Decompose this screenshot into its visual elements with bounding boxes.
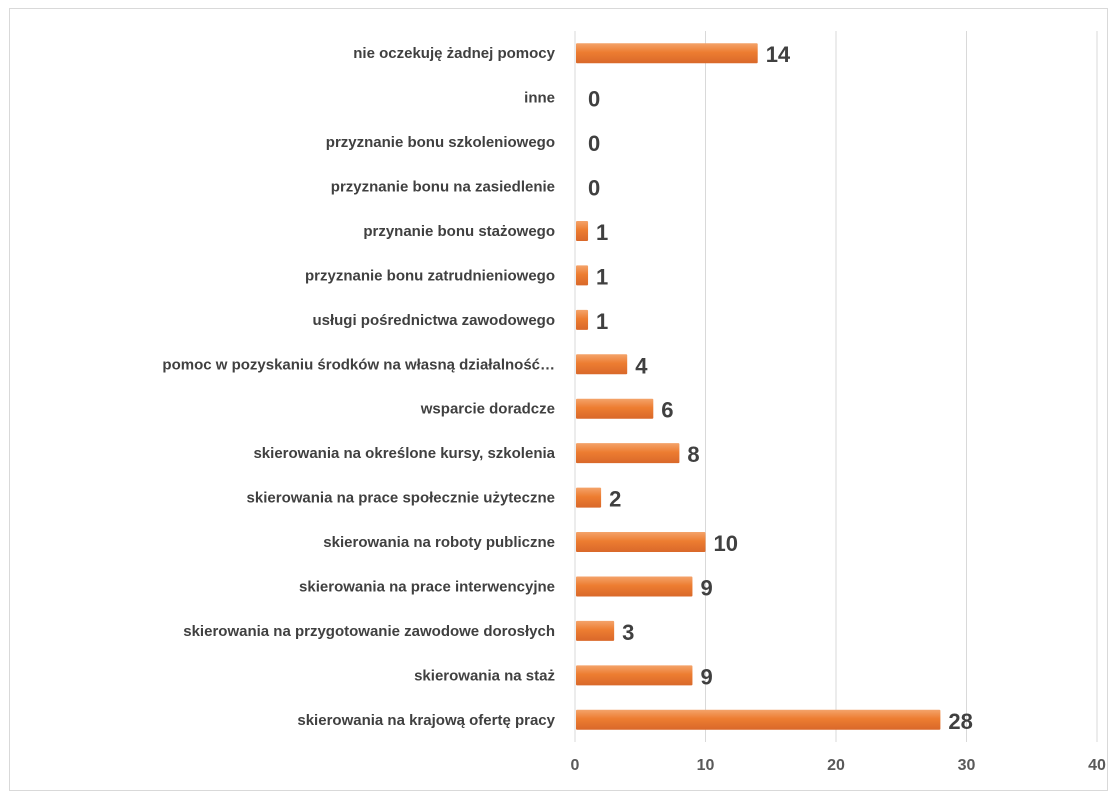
bar-11 xyxy=(576,532,706,553)
data-label: 14 xyxy=(766,42,791,67)
data-label: 9 xyxy=(700,575,712,600)
data-label: 10 xyxy=(714,531,738,556)
bar-6 xyxy=(576,309,589,330)
category-label: skierowania na krajową ofertę pracy xyxy=(297,712,555,729)
bar-9 xyxy=(576,443,680,464)
bar-7 xyxy=(576,354,628,375)
bar-12 xyxy=(576,576,693,597)
chart-frame xyxy=(9,8,1108,791)
category-label: wsparcie doradcze xyxy=(420,401,555,418)
data-label: 6 xyxy=(661,398,673,423)
bar-14 xyxy=(576,665,693,686)
category-label: nie oczekuję żadnej pomocy xyxy=(353,45,555,62)
category-label: skierowania na przygotowanie zawodowe do… xyxy=(183,623,555,640)
data-label: 1 xyxy=(596,264,608,289)
gridlines xyxy=(574,31,1098,742)
category-label: przynanie bonu stażowego xyxy=(363,223,555,240)
category-label: skierowania na prace interwencyjne xyxy=(299,578,555,595)
bar-5 xyxy=(576,265,589,286)
category-label: skierowania na roboty publiczne xyxy=(323,534,555,551)
category-label: skierowania na staż xyxy=(414,667,555,684)
bar-0 xyxy=(576,43,758,64)
data-label: 8 xyxy=(687,442,699,467)
data-label: 9 xyxy=(700,664,712,689)
bar-15 xyxy=(576,709,941,730)
bars xyxy=(576,43,941,730)
bar-10 xyxy=(576,487,602,508)
data-label: 2 xyxy=(609,487,621,512)
x-tick-label: 0 xyxy=(571,757,580,774)
data-label: 28 xyxy=(948,709,972,734)
data-label: 0 xyxy=(588,87,600,112)
category-label: przyznanie bonu na zasiedlenie xyxy=(331,179,555,196)
bar-4 xyxy=(576,220,589,241)
data-label: 1 xyxy=(596,220,608,245)
data-label: 3 xyxy=(622,620,634,645)
category-labels: nie oczekuję żadnej pomocy inne przyznanie… xyxy=(162,45,555,729)
data-label: 0 xyxy=(588,176,600,201)
category-label: przyznanie bonu zatrudnieniowego xyxy=(305,267,555,284)
bar-8 xyxy=(576,398,654,419)
bar-13 xyxy=(576,620,615,641)
data-label: 4 xyxy=(635,353,648,378)
category-label: usługi pośrednictwa zawodowego xyxy=(312,312,555,329)
category-label: pomoc w pozyskaniu środków na własną dzi… xyxy=(162,356,555,373)
x-tick-label: 30 xyxy=(958,757,976,774)
x-tick-label: 10 xyxy=(697,757,715,774)
category-label: przyznanie bonu szkoleniowego xyxy=(326,134,555,151)
x-axis-tick-labels: 0 10 20 30 40 xyxy=(571,757,1106,774)
x-tick-label: 20 xyxy=(827,757,845,774)
data-label: 0 xyxy=(588,131,600,156)
x-tick-label: 40 xyxy=(1088,757,1106,774)
data-label: 1 xyxy=(596,309,608,334)
category-label: skierowania na określone kursy, szkoleni… xyxy=(253,445,555,462)
category-label: inne xyxy=(524,90,555,107)
category-label: skierowania na prace społecznie użyteczn… xyxy=(247,490,555,507)
